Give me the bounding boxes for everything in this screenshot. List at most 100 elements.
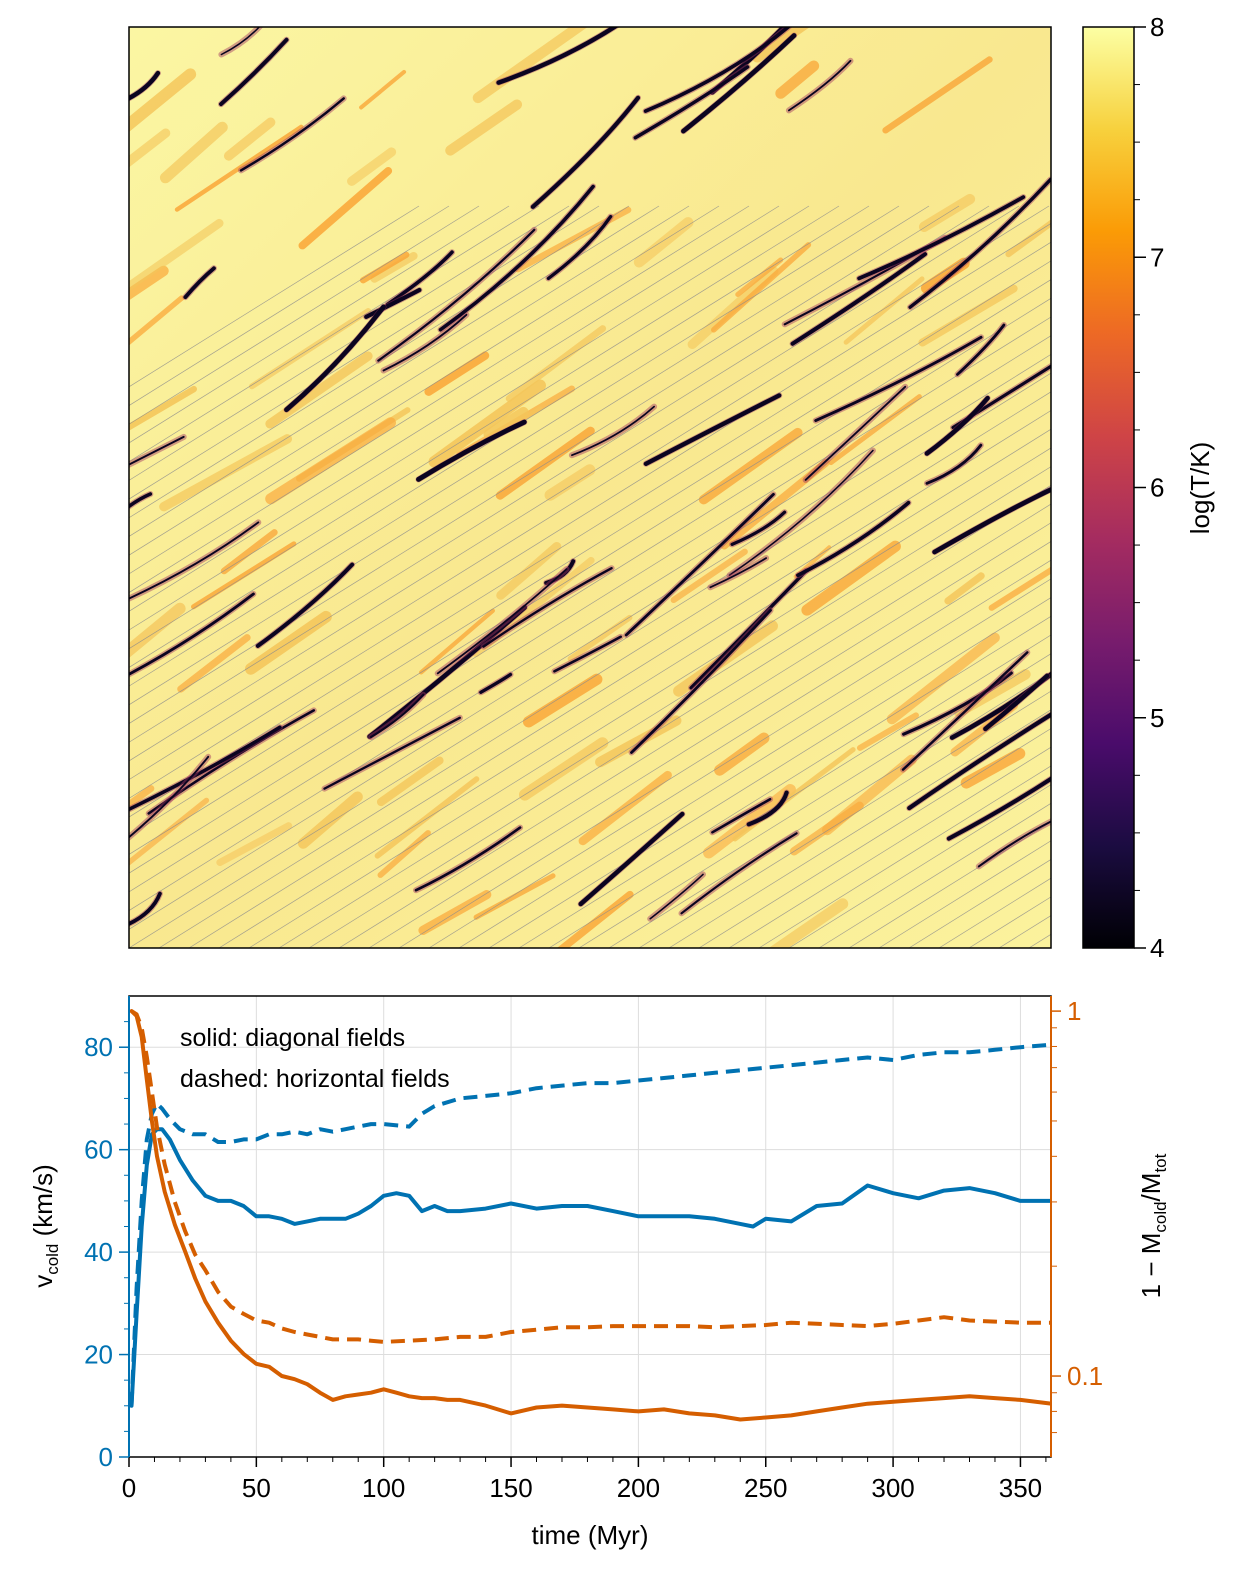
cold-filament bbox=[983, 673, 1050, 732]
field-line bbox=[758, 765, 1051, 948]
cold-filament bbox=[932, 487, 1051, 555]
right-axis-label-mid: /M bbox=[1136, 1173, 1166, 1202]
temperature-map bbox=[128, 26, 1052, 949]
cold-filament bbox=[382, 313, 468, 372]
warm-streak bbox=[633, 217, 694, 268]
left-tick-label: 20 bbox=[84, 1340, 113, 1370]
field-line bbox=[129, 205, 900, 687]
warm-streak bbox=[882, 56, 993, 134]
field-line bbox=[788, 784, 1051, 948]
x-axis-ticks: 0 50 100 150 200 250 300 350 bbox=[122, 1457, 1047, 1503]
cold-filament bbox=[367, 605, 528, 739]
x-tick-label: 250 bbox=[744, 1473, 787, 1503]
map-features bbox=[129, 27, 1051, 948]
cold-filament bbox=[553, 635, 622, 673]
warm-streak bbox=[751, 27, 810, 63]
field-line bbox=[129, 205, 780, 612]
cold-filament bbox=[902, 671, 1013, 736]
warm-streak bbox=[698, 427, 803, 505]
cold-filament bbox=[709, 557, 767, 589]
warm-streak bbox=[418, 890, 492, 935]
warm-streak bbox=[886, 632, 1000, 725]
cold-filament bbox=[129, 435, 185, 466]
field-line bbox=[129, 205, 960, 724]
field-line bbox=[458, 578, 1051, 948]
warm-streak bbox=[177, 634, 251, 693]
right-axis-label-sub1: cold bbox=[1151, 1201, 1170, 1232]
left-tick-label: 40 bbox=[84, 1237, 113, 1267]
field-line bbox=[308, 484, 1051, 948]
colorbar-tick-label: 7 bbox=[1150, 242, 1164, 272]
warm-streak bbox=[223, 117, 276, 161]
warm-streak bbox=[129, 68, 197, 132]
warm-streak bbox=[518, 737, 609, 801]
field-line bbox=[218, 428, 1051, 948]
series-blue-solid bbox=[129, 1127, 1051, 1408]
colorbar-tick-label: 5 bbox=[1150, 703, 1164, 733]
field-line bbox=[129, 279, 1051, 855]
cold-filament bbox=[129, 725, 282, 812]
x-axis-label: time (Myr) bbox=[532, 1520, 649, 1550]
cold-filament bbox=[681, 33, 797, 134]
field-line bbox=[129, 241, 1051, 818]
series-group bbox=[129, 1009, 1051, 1422]
field-line bbox=[129, 205, 630, 519]
cold-filament bbox=[544, 559, 576, 585]
warm-streak bbox=[496, 541, 562, 600]
warm-streak bbox=[265, 351, 373, 429]
cold-filament bbox=[907, 712, 1051, 811]
colorbar-tick-label: 4 bbox=[1150, 933, 1164, 963]
cold-filament bbox=[129, 521, 260, 600]
cold-filament bbox=[796, 500, 911, 578]
warm-streak bbox=[298, 167, 393, 250]
right-axis-label: 1 − Mcold/Mtot bbox=[1136, 1153, 1170, 1298]
cold-filament bbox=[946, 776, 1051, 841]
warm-streak bbox=[174, 124, 304, 212]
field-line bbox=[129, 205, 1050, 781]
warm-streak bbox=[821, 754, 917, 836]
warm-streak bbox=[428, 379, 546, 468]
field-line bbox=[698, 728, 1051, 948]
warm-streak bbox=[376, 756, 444, 807]
left-tick-label: 60 bbox=[84, 1135, 113, 1165]
cold-filament bbox=[578, 811, 685, 907]
cold-filament bbox=[436, 568, 568, 675]
colorbar-label: log(T/K) bbox=[1185, 442, 1215, 534]
warm-streak bbox=[159, 121, 228, 184]
field-line bbox=[129, 205, 420, 388]
warm-streak bbox=[377, 830, 431, 878]
cold-filament bbox=[711, 797, 772, 834]
colorbar-ticks: 4 5 6 7 8 bbox=[1134, 12, 1164, 963]
x-tick-label: 200 bbox=[617, 1473, 660, 1503]
warm-streak bbox=[988, 566, 1051, 611]
cold-filament bbox=[183, 266, 216, 300]
right-axis-ticks: 0.11 bbox=[1051, 996, 1103, 1434]
field-line bbox=[129, 205, 720, 575]
cold-filament bbox=[908, 177, 1051, 309]
field-line bbox=[129, 223, 1051, 799]
x-tick-label: 0 bbox=[122, 1473, 136, 1503]
cold-filament bbox=[956, 323, 1006, 376]
cold-filament bbox=[857, 195, 1026, 281]
right-tick-label: 0.1 bbox=[1067, 1361, 1103, 1391]
field-line bbox=[248, 447, 1051, 948]
colorbar-gradient bbox=[1083, 27, 1134, 948]
warm-streak bbox=[347, 147, 397, 186]
field-line bbox=[129, 205, 510, 444]
right-axis-label-main: 1 − M bbox=[1136, 1233, 1166, 1299]
warm-streak bbox=[944, 572, 985, 605]
warm-streak bbox=[359, 69, 407, 110]
colorbar-tick-label: 6 bbox=[1150, 473, 1164, 503]
field-line bbox=[129, 205, 1020, 762]
field-line bbox=[129, 205, 600, 500]
field-line bbox=[129, 353, 1051, 930]
field-line bbox=[368, 522, 1051, 948]
field-line bbox=[129, 205, 660, 537]
warm-streak bbox=[359, 251, 410, 284]
cold-filament bbox=[479, 672, 513, 694]
warm-streak bbox=[370, 251, 418, 283]
warm-streak bbox=[216, 822, 293, 867]
warm-streak bbox=[419, 608, 495, 675]
